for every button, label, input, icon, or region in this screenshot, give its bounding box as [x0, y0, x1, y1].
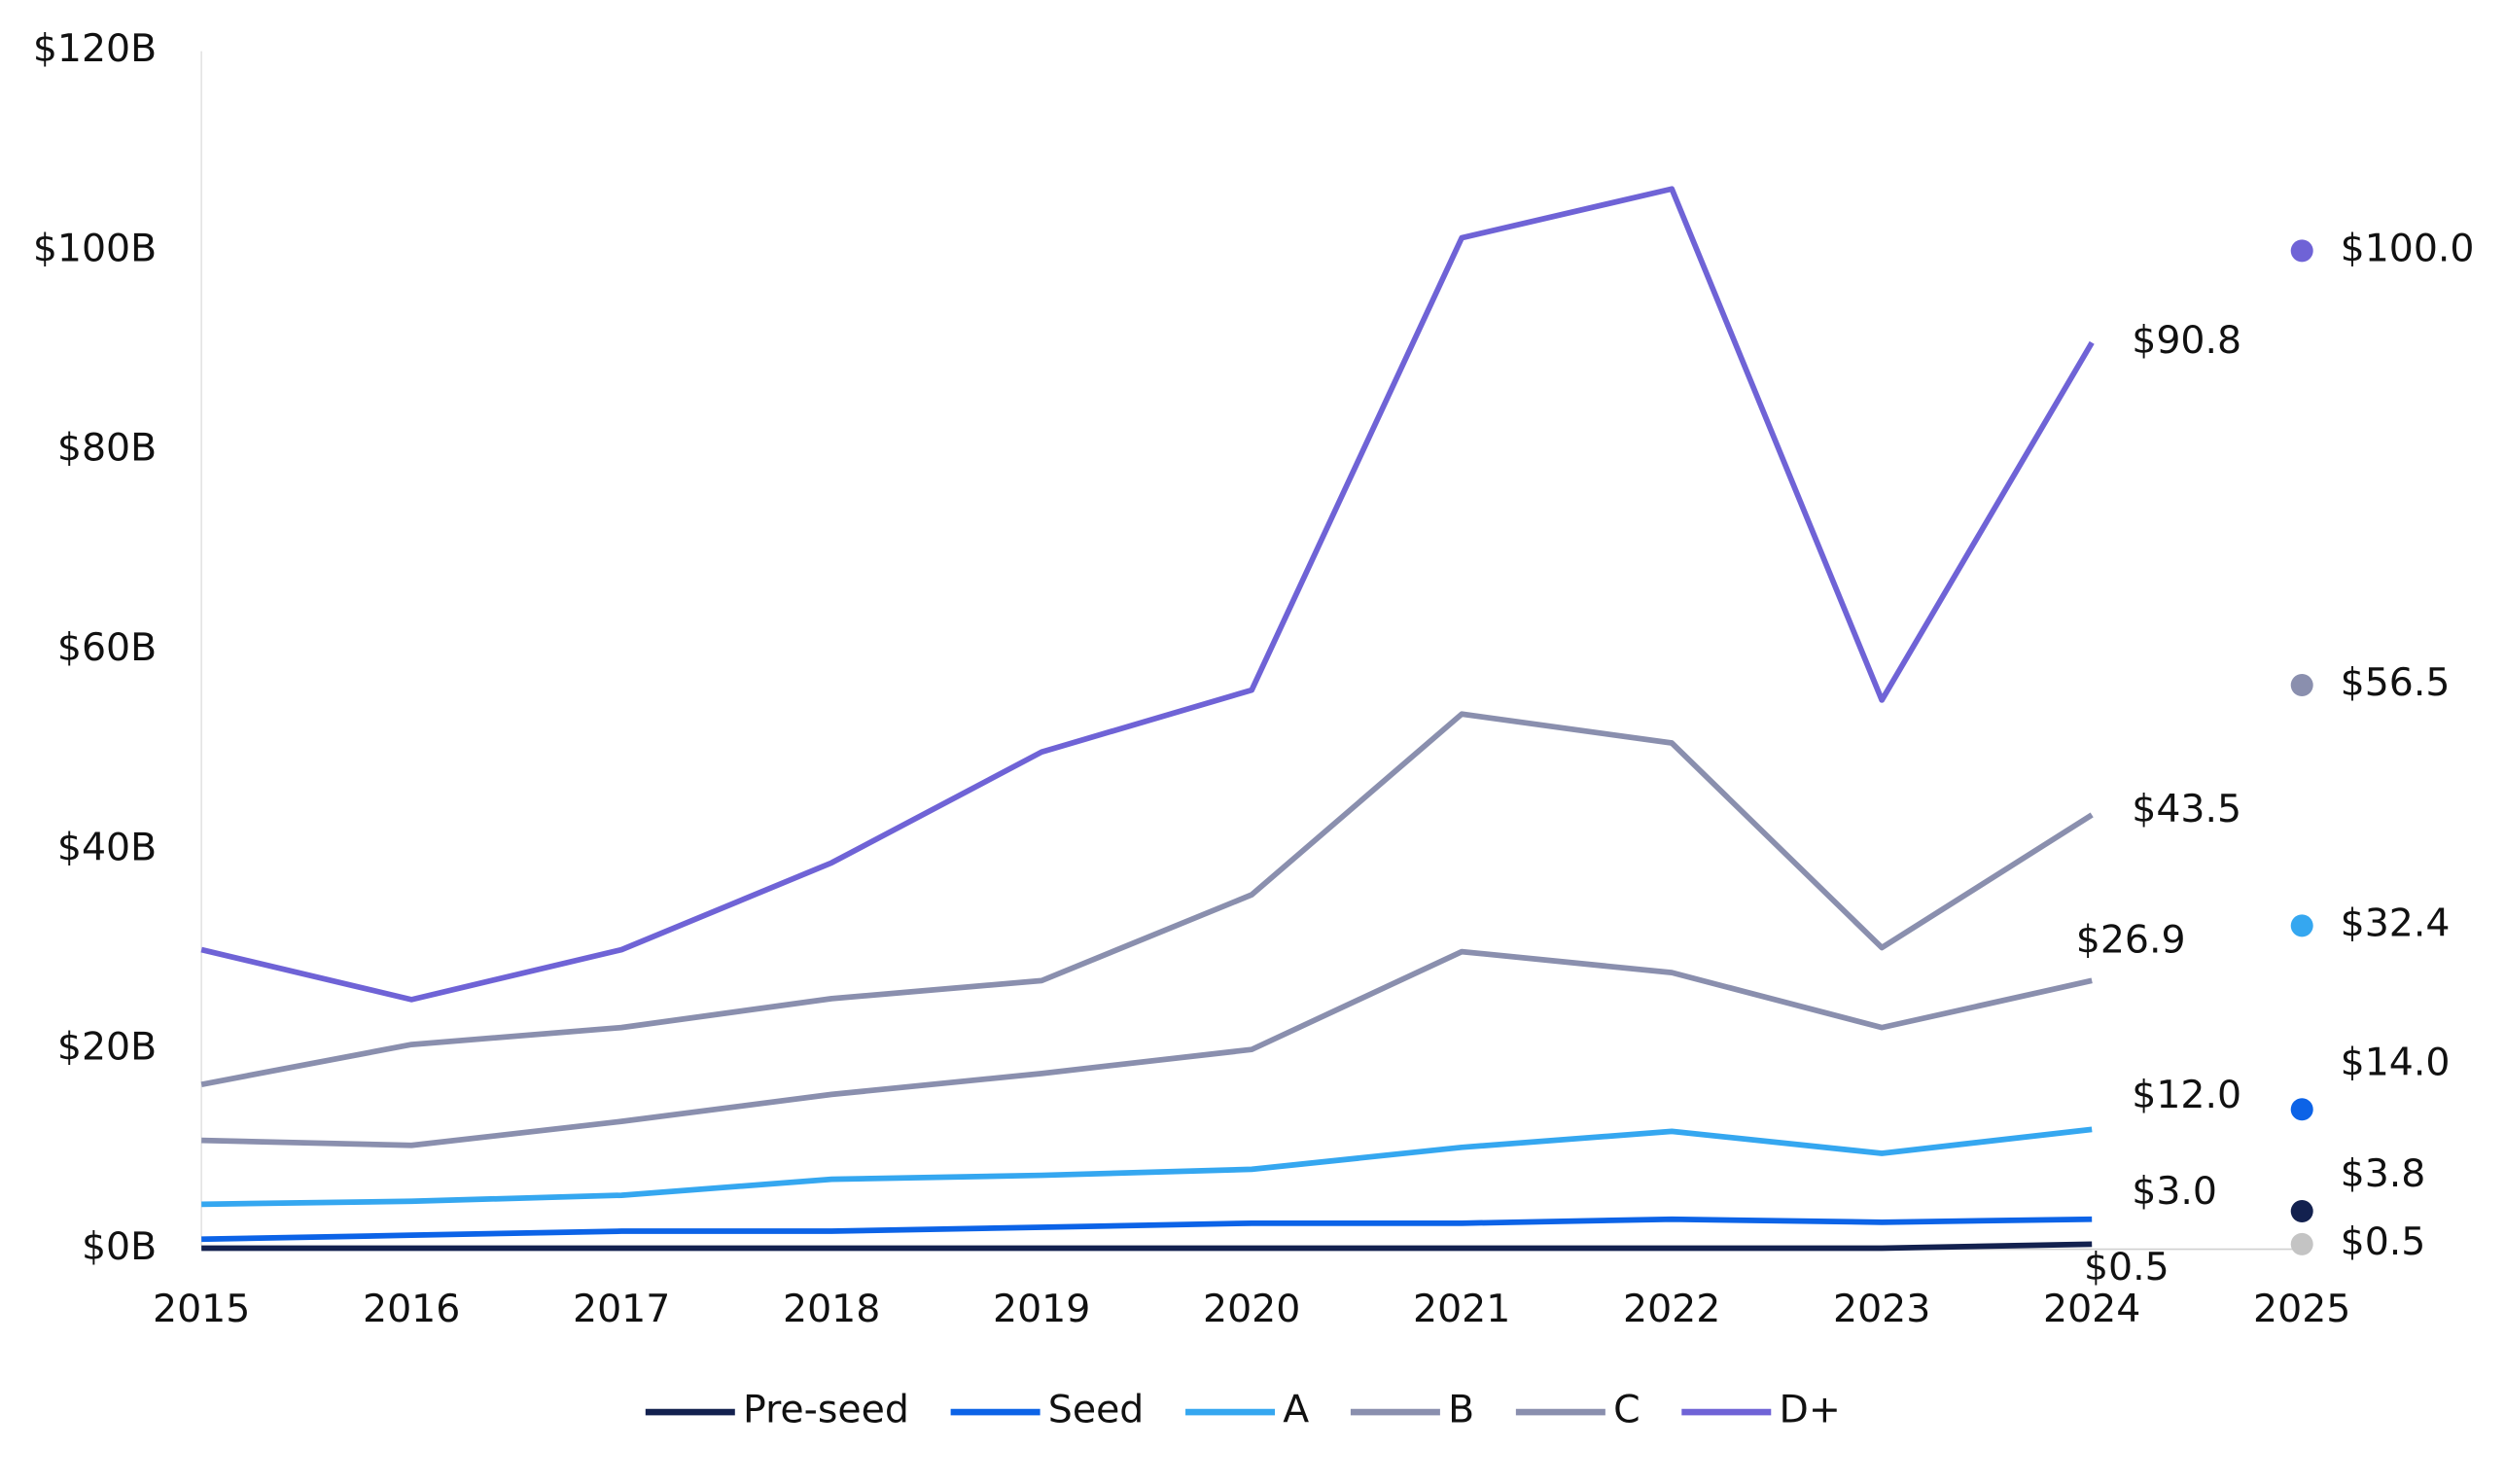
projection-dot — [2290, 914, 2313, 937]
legend-label: Pre-seed — [743, 1388, 909, 1432]
value-label: $3.0 — [2132, 1169, 2217, 1214]
legend-label: C — [1613, 1388, 1641, 1432]
value-label: $14.0 — [2341, 1040, 2451, 1084]
value-label: $26.9 — [2076, 917, 2186, 962]
y-tick-label: $100B — [33, 226, 157, 270]
projection-dot — [2290, 239, 2313, 263]
x-tick-label: 2022 — [1623, 1287, 1720, 1331]
legend-label: D+ — [1779, 1388, 1840, 1432]
series-line — [200, 711, 2094, 1087]
x-tick-label: 2018 — [783, 1287, 880, 1331]
y-tick-label: $120B — [33, 26, 157, 71]
value-label: $90.8 — [2132, 318, 2241, 363]
x-tick-label: 2024 — [2043, 1287, 2140, 1331]
projection-dot — [2290, 1098, 2313, 1121]
x-tick-label: 2021 — [1413, 1287, 1510, 1331]
x-tick-label: 2017 — [573, 1287, 670, 1331]
y-tick-label: $0B — [82, 1224, 157, 1269]
legend-label: B — [1448, 1388, 1474, 1432]
value-label: $0.5 — [2341, 1219, 2426, 1264]
value-label: $32.4 — [2341, 901, 2451, 945]
legend-label: Seed — [1048, 1388, 1145, 1432]
series-line — [201, 1216, 2093, 1243]
y-tick-label: $60B — [57, 625, 157, 670]
y-tick-label: $80B — [57, 426, 157, 471]
projection-dot — [2290, 673, 2313, 696]
legend-label: A — [1283, 1388, 1309, 1432]
y-tick-label: $20B — [57, 1025, 157, 1070]
value-label: $100.0 — [2341, 226, 2475, 270]
series-line — [200, 186, 2095, 1003]
x-tick-label: 2015 — [153, 1287, 250, 1331]
value-label: $12.0 — [2132, 1073, 2241, 1117]
series-line — [201, 1126, 2093, 1208]
x-tick-label: 2025 — [2253, 1287, 2350, 1331]
y-tick-label: $40B — [57, 825, 157, 869]
x-tick-label: 2016 — [363, 1287, 460, 1331]
x-tick-label: 2020 — [1203, 1287, 1300, 1331]
series-line — [201, 948, 2093, 1148]
x-tick-label: 2023 — [1833, 1287, 1930, 1331]
projection-dot — [2290, 1200, 2313, 1223]
series-line — [201, 1241, 2093, 1252]
value-label: $56.5 — [2341, 660, 2451, 705]
value-label: $0.5 — [2084, 1245, 2170, 1290]
projection-dot — [2290, 1232, 2313, 1255]
value-label: $3.8 — [2341, 1151, 2426, 1196]
value-label: $43.5 — [2132, 787, 2241, 831]
x-tick-label: 2019 — [993, 1287, 1090, 1331]
